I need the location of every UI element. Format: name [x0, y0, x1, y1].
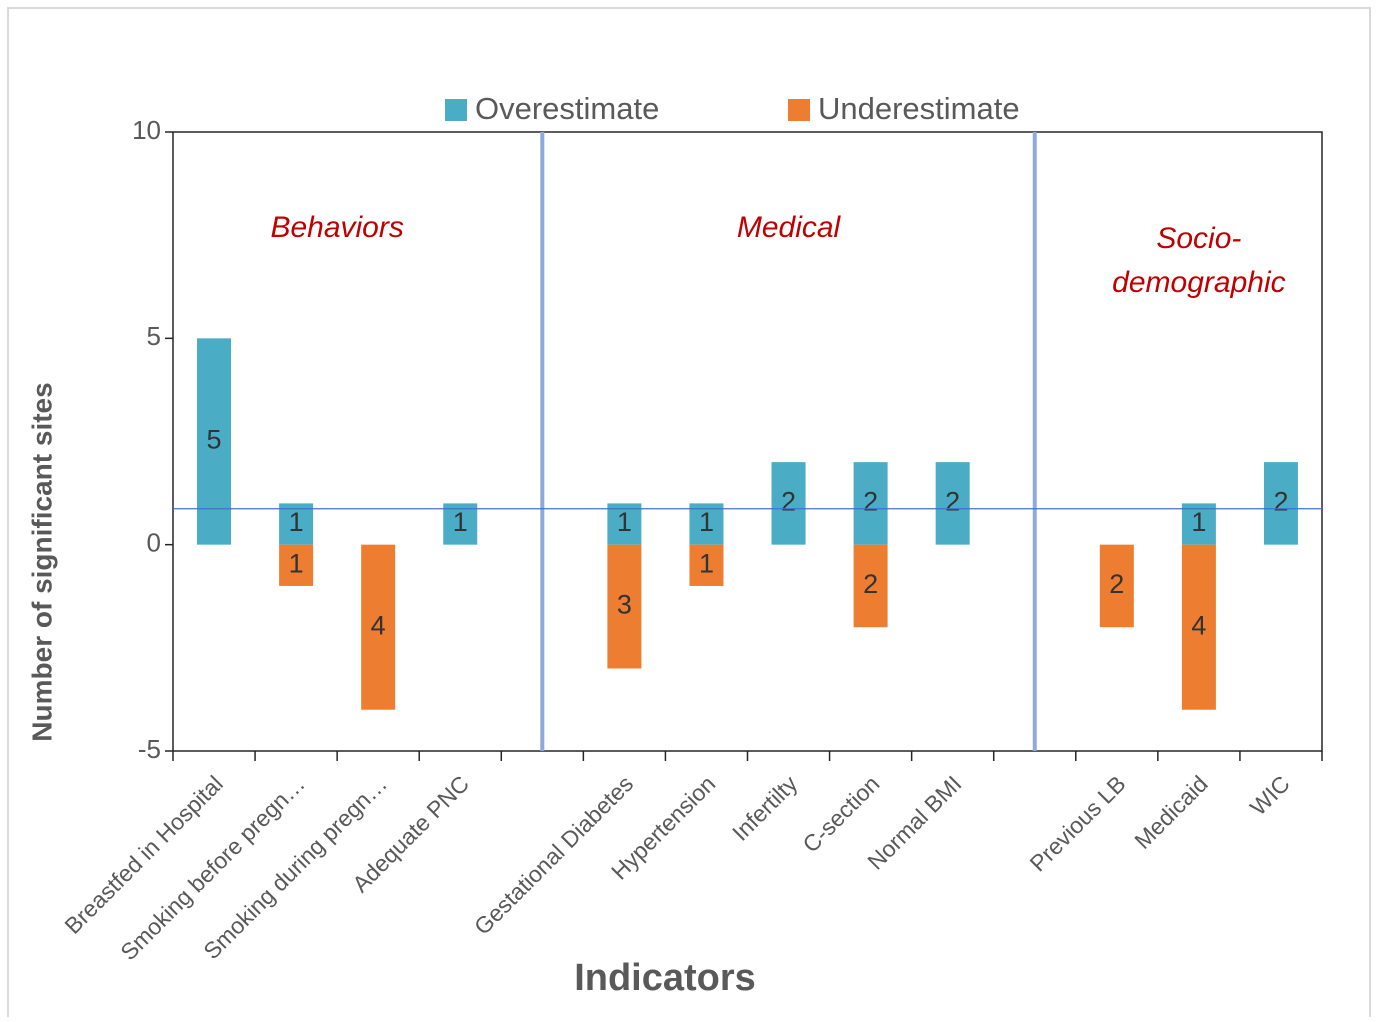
- bar: [689, 544, 724, 586]
- bar: [1181, 503, 1216, 545]
- bar: [607, 503, 642, 545]
- data-label: 1: [1191, 507, 1206, 537]
- data-label: 1: [453, 507, 468, 537]
- group-annotation: Socio-demographic: [1112, 222, 1285, 299]
- data-label: 2: [1109, 569, 1124, 599]
- x-axis-title: Indicators: [574, 957, 756, 999]
- chart-frame: [7, 7, 1371, 1019]
- y-tick-label: 5: [147, 321, 161, 351]
- bar: [361, 544, 396, 710]
- data-label: 4: [1191, 610, 1206, 640]
- data-label: 2: [863, 569, 878, 599]
- data-label: 1: [289, 548, 304, 578]
- data-label: 2: [945, 487, 960, 517]
- bar: [935, 462, 970, 545]
- annotation-line: Medical: [737, 211, 842, 244]
- bar: [689, 503, 724, 545]
- group-annotation: Behaviors: [270, 211, 403, 244]
- y-tick-label: -5: [138, 734, 161, 764]
- annotation-line: demographic: [1112, 266, 1285, 299]
- bar: [279, 503, 314, 545]
- bar: [279, 544, 314, 586]
- data-label: 2: [781, 487, 796, 517]
- data-label: 3: [617, 590, 632, 620]
- data-label: 1: [699, 507, 714, 537]
- bar: [771, 462, 806, 545]
- bar: [853, 462, 888, 545]
- bar: [443, 503, 478, 545]
- data-label: 4: [371, 610, 386, 640]
- data-label: 1: [699, 548, 714, 578]
- group-annotation: Medical: [737, 211, 842, 244]
- bar: [1181, 544, 1216, 710]
- annotation-line: Behaviors: [270, 211, 403, 244]
- data-label: 1: [289, 507, 304, 537]
- legend-swatch: [445, 99, 467, 121]
- data-label: 5: [207, 425, 222, 455]
- y-tick-label: 10: [132, 115, 161, 145]
- legend-label: Overestimate: [475, 91, 659, 126]
- bar: [197, 338, 232, 545]
- y-axis-title: Number of significant sites: [26, 382, 57, 741]
- bar: [853, 544, 888, 628]
- data-label: 1: [617, 507, 632, 537]
- data-label: 2: [863, 487, 878, 517]
- bar: [1263, 462, 1298, 545]
- legend-swatch: [788, 99, 810, 121]
- legend-label: Underestimate: [818, 91, 1020, 126]
- data-label: 2: [1273, 487, 1288, 517]
- bar: [607, 544, 642, 669]
- annotation-line: Socio-: [1156, 222, 1241, 255]
- y-tick-label: 0: [147, 528, 161, 558]
- bar: [1099, 544, 1134, 628]
